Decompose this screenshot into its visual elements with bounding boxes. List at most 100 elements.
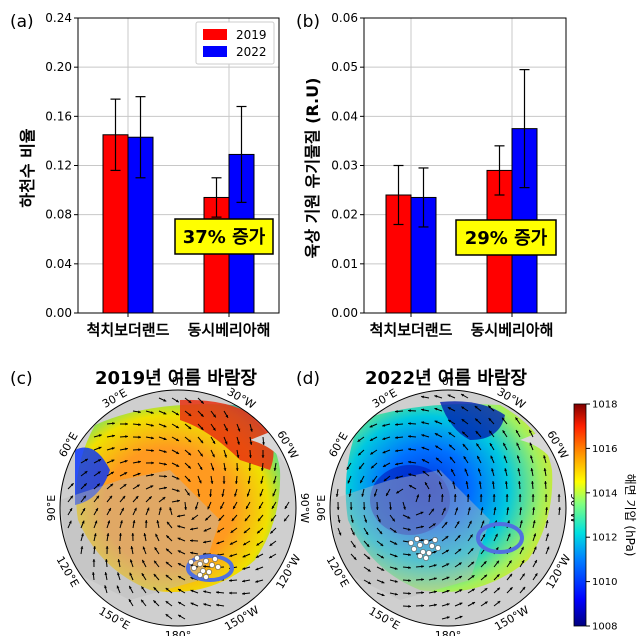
wind-arrow-head [212, 454, 215, 458]
station-dot [429, 543, 435, 549]
wind-arrow-head [491, 468, 494, 472]
wind-arrow-head [421, 538, 424, 542]
wind-arrow-head [360, 480, 363, 484]
wind-arrow-head [458, 576, 462, 579]
wind-arrow-head [476, 443, 480, 447]
wind-arrow-head [516, 442, 520, 446]
wind-arrow-head [421, 434, 425, 437]
colorbar-tick-label: 1010 [592, 577, 617, 588]
ytick-label: 0.00 [331, 306, 358, 320]
wind-arrow-head [446, 589, 450, 593]
panel-c-map: (c) 2019년 여름 바람장 0°30°W60°W90°W120°W150°… [10, 368, 311, 636]
station-dot [212, 556, 218, 562]
wind-arrow-head [489, 443, 493, 447]
wind-arrow-head [229, 579, 232, 582]
wind-arrow-head [543, 468, 547, 471]
wind-arrow-head [458, 548, 462, 552]
colorbar-tick-label: 1018 [592, 400, 617, 411]
wind-arrow-head [466, 494, 470, 497]
colorbar-tick-label: 1008 [592, 622, 617, 633]
wind-arrow-head [504, 481, 508, 484]
wind-arrow-head [203, 590, 207, 594]
wind-arrow-head [137, 472, 141, 476]
wind-arrow-head [153, 600, 157, 604]
wind-arrow-head [506, 507, 510, 510]
wind-arrow-head [475, 418, 479, 422]
panel-d-shadow-region [330, 470, 490, 600]
wind-arrow-head [367, 568, 371, 572]
wind-arrow-head [273, 468, 277, 471]
panel-b-label: (b) [296, 12, 320, 32]
wind-arrow-head [546, 533, 549, 537]
wind-arrow-head [369, 438, 373, 441]
station-dot [426, 550, 432, 556]
wind-arrow-head [198, 480, 202, 484]
wind-arrow-head [449, 456, 453, 460]
wind-arrow-head [269, 555, 273, 559]
wind-arrow-head [371, 465, 374, 469]
wind-arrow-head [453, 494, 457, 497]
wind-arrow-head [484, 574, 487, 578]
wind-arrow-head [246, 493, 250, 497]
wind-arrow-head [255, 567, 259, 571]
wind-arrow-head [471, 561, 475, 565]
colorbar-tick-label: 1016 [592, 444, 617, 455]
wind-arrow-head [243, 530, 247, 534]
wind-arrow-head [507, 520, 510, 524]
panel-b-callout-text: 29% 증가 [465, 228, 548, 249]
wind-arrow-head [503, 442, 506, 446]
wind-arrow-head [481, 520, 485, 524]
wind-arrow-head [408, 435, 411, 438]
wind-arrow-head [463, 456, 467, 460]
wind-arrow-head [138, 410, 141, 414]
station-dot [203, 558, 209, 564]
wind-arrow-head [143, 533, 147, 537]
wind-arrow-head [96, 483, 100, 487]
wind-arrow-head [408, 409, 411, 413]
wind-arrow-head [377, 519, 381, 523]
wind-arrow-head [461, 394, 465, 397]
ytick-label: 0.16 [45, 109, 72, 123]
wind-arrow-head [557, 494, 561, 497]
wind-arrow-head [142, 546, 146, 550]
wind-arrow-head [130, 546, 134, 550]
wind-arrow-head [545, 507, 549, 510]
wind-arrow-head [242, 579, 245, 583]
wind-arrow-head [255, 580, 259, 583]
wind-arrow-head [357, 439, 361, 442]
wind-arrow-head [119, 533, 122, 536]
wind-arrow-head [534, 559, 537, 563]
wind-arrow-head [364, 519, 368, 523]
wind-arrow-head [125, 447, 128, 451]
wind-arrow-head [151, 461, 154, 465]
station-dot [191, 565, 197, 571]
wind-arrow-head [81, 520, 85, 524]
wind-arrow-head [349, 507, 353, 510]
wind-arrow-head [166, 521, 170, 525]
wind-arrow-head [150, 423, 154, 427]
wind-arrow-head [273, 480, 276, 484]
wind-arrow-head [420, 511, 424, 515]
wind-arrow-head [370, 451, 374, 455]
wind-arrow-head [434, 420, 438, 424]
wind-arrow-head [446, 603, 450, 606]
wind-arrow-head [422, 471, 426, 474]
wind-arrow-head [94, 520, 98, 524]
wind-arrow-head [471, 588, 475, 592]
station-dot [206, 569, 212, 575]
wind-arrow-head [111, 447, 115, 450]
wind-arrow-head [521, 573, 525, 577]
wind-arrow-head [421, 459, 425, 462]
wind-arrow-head [380, 543, 384, 547]
ytick-label: 0.01 [331, 257, 358, 271]
wind-arrow-head [421, 578, 424, 582]
wind-arrow-head [352, 532, 355, 536]
wind-arrow-head [138, 435, 141, 439]
ytick-label: 0.06 [331, 11, 358, 25]
wind-arrow-head [178, 601, 182, 605]
panel-a-bar-chart: (a) 하천수 비율 0.000.040.080.120.160.200.24 … [10, 11, 280, 339]
station-dot [414, 536, 420, 542]
wind-arrow-head [459, 615, 463, 619]
wind-arrow-head [474, 406, 478, 409]
wind-arrow-head [166, 535, 170, 539]
